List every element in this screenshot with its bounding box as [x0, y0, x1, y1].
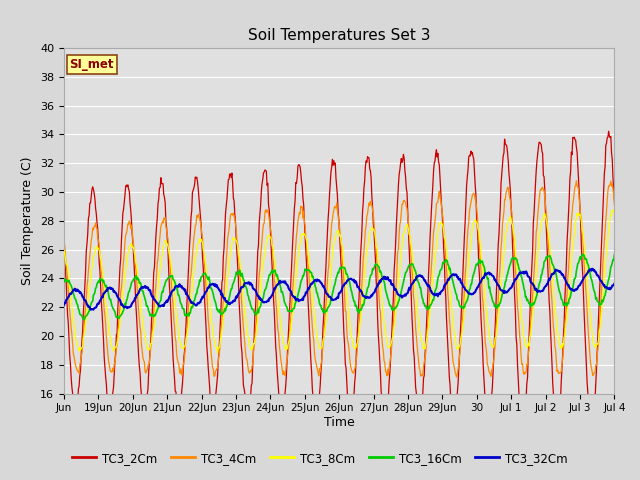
Legend: TC3_2Cm, TC3_4Cm, TC3_8Cm, TC3_16Cm, TC3_32Cm: TC3_2Cm, TC3_4Cm, TC3_8Cm, TC3_16Cm, TC3…: [68, 447, 572, 469]
Y-axis label: Soil Temperature (C): Soil Temperature (C): [22, 156, 35, 285]
Title: Soil Temperatures Set 3: Soil Temperatures Set 3: [248, 28, 431, 43]
X-axis label: Time: Time: [324, 416, 355, 429]
Text: SI_met: SI_met: [70, 59, 114, 72]
